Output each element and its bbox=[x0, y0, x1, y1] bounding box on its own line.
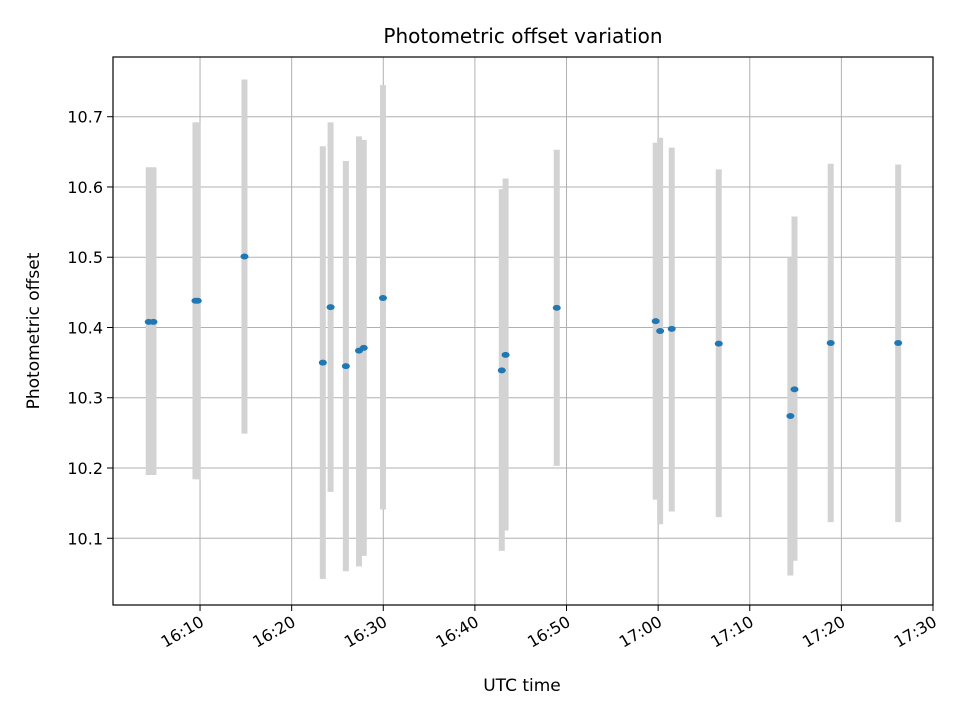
data-point bbox=[667, 325, 676, 332]
data-point bbox=[790, 386, 799, 393]
y-tick-label: 10.2 bbox=[67, 459, 103, 478]
data-point bbox=[341, 363, 350, 370]
y-tick-label: 10.3 bbox=[67, 389, 103, 408]
data-points bbox=[144, 253, 903, 420]
plot-frame bbox=[112, 56, 934, 606]
data-point bbox=[378, 294, 387, 301]
data-point bbox=[651, 318, 660, 325]
y-axis-ticks: 10.1 10.2 10.3 10.4 10.5 10.6 10.7 bbox=[67, 108, 113, 548]
data-point bbox=[497, 367, 506, 374]
data-point bbox=[894, 339, 903, 346]
y-tick-label: 10.4 bbox=[67, 318, 103, 337]
data-point bbox=[240, 253, 249, 260]
data-point bbox=[193, 297, 202, 304]
chart-title: Photometric offset variation bbox=[383, 24, 662, 48]
data-point bbox=[656, 328, 665, 334]
y-tick-label: 10.1 bbox=[67, 529, 103, 548]
x-axis-label: UTC time bbox=[483, 676, 561, 696]
data-point bbox=[552, 304, 561, 311]
y-tick-label: 10.6 bbox=[67, 178, 103, 197]
y-tick-label: 10.7 bbox=[67, 108, 103, 127]
data-point bbox=[149, 318, 158, 325]
data-point bbox=[786, 413, 795, 420]
data-point bbox=[501, 351, 510, 358]
y-tick-label: 10.5 bbox=[67, 248, 103, 267]
plot-area bbox=[113, 57, 933, 605]
y-axis-label: Photometric offset bbox=[24, 252, 44, 409]
data-point bbox=[826, 339, 835, 346]
data-point bbox=[359, 344, 368, 351]
data-point bbox=[714, 340, 723, 347]
data-point bbox=[326, 304, 335, 311]
data-point bbox=[318, 359, 327, 366]
